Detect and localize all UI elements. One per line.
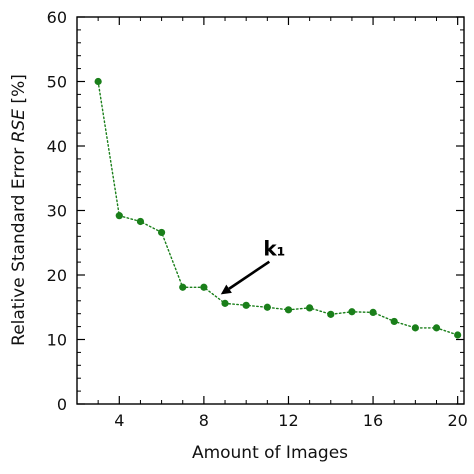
y-tick-label: 0 bbox=[57, 395, 67, 414]
data-point bbox=[157, 228, 166, 237]
data-point bbox=[242, 301, 250, 309]
data-point bbox=[369, 308, 377, 317]
annotation-arrowhead bbox=[220, 284, 232, 295]
x-tick-label: 20 bbox=[447, 411, 467, 430]
data-point bbox=[454, 331, 462, 339]
x-tick-label: 8 bbox=[199, 411, 209, 430]
y-tick-label: 20 bbox=[47, 266, 67, 285]
data-point bbox=[263, 303, 271, 311]
data-point bbox=[306, 304, 314, 312]
data-point bbox=[348, 308, 356, 316]
y-tick-label: 50 bbox=[47, 73, 67, 92]
x-tick-label: 16 bbox=[363, 411, 383, 430]
data-point bbox=[179, 283, 187, 291]
plot-frame bbox=[76, 16, 465, 405]
data-point bbox=[284, 306, 293, 314]
x-tick-labels: 4 8 12 16 20 bbox=[114, 411, 468, 430]
data-point bbox=[390, 317, 398, 326]
y-tick-label: 30 bbox=[47, 202, 67, 221]
data-point bbox=[221, 299, 229, 307]
series-points bbox=[94, 77, 462, 339]
y-axis-label: Relative Standard Error RSE [%] bbox=[9, 74, 29, 346]
data-point bbox=[94, 77, 102, 86]
y-axis-label-prefix: Relative Standard Error bbox=[9, 142, 29, 346]
y-tick-label: 60 bbox=[47, 8, 67, 27]
annotation-k1-label: k₁ bbox=[263, 237, 285, 261]
data-point bbox=[200, 283, 208, 291]
data-point bbox=[411, 324, 419, 332]
y-tick-label: 40 bbox=[47, 137, 67, 156]
data-point bbox=[432, 324, 441, 332]
data-point bbox=[136, 217, 145, 226]
data-point bbox=[327, 310, 335, 318]
series-line bbox=[97, 80, 459, 336]
x-tick-label: 4 bbox=[114, 411, 124, 430]
annotation-arrow bbox=[228, 260, 271, 290]
x-tick-label: 12 bbox=[278, 411, 298, 430]
x-axis-label: Amount of Images bbox=[192, 443, 348, 463]
y-tick-labels: 0 10 20 30 40 50 60 bbox=[47, 8, 67, 414]
data-point bbox=[115, 212, 123, 220]
y-axis-label-italic: RSE bbox=[9, 109, 29, 143]
y-axis-label-suffix: [%] bbox=[9, 74, 29, 109]
y-tick-label: 10 bbox=[47, 331, 67, 350]
